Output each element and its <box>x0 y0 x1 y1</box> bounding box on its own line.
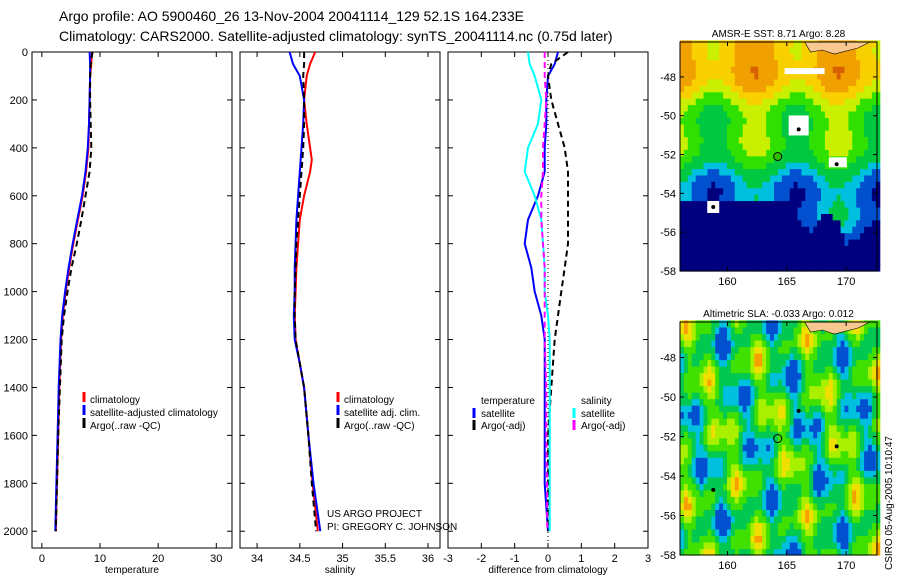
y-tick-label: -54 <box>660 188 676 200</box>
x-tick-label: 0 <box>545 553 551 565</box>
argo-location-marker <box>773 434 783 443</box>
temperature-panel: 0 10 20 30 temperature 0 200 400 600 800 1000 1200 1… <box>4 47 233 576</box>
y-tick-label: -52 <box>660 432 676 444</box>
legend-label: satellite <box>581 409 615 420</box>
y-tick-label: 1000 <box>4 287 28 299</box>
y-tick-label: 1800 <box>4 478 28 490</box>
credit-line-1: US ARGO PROJECT <box>327 509 422 520</box>
y-tick-label: 1400 <box>4 382 28 394</box>
y-tick-label: -56 <box>660 227 676 239</box>
x-axis-label: salinity <box>325 565 356 576</box>
x-tick-label: -2 <box>476 553 486 565</box>
land-mask <box>828 157 847 168</box>
y-tick-label: 1200 <box>4 335 28 347</box>
y-tick-label: -56 <box>660 511 676 523</box>
island-icon <box>796 408 801 413</box>
series-line-argo-raw-qc- <box>54 51 94 532</box>
plot-frame <box>31 51 233 549</box>
x-tick-label: 20 <box>152 553 164 565</box>
y-tick-label: 200 <box>10 95 28 107</box>
legend-heading: salinity <box>581 396 612 407</box>
island-icon <box>711 487 716 492</box>
x-tick-label: -3 <box>443 553 453 565</box>
x-axis-label: difference from climatology <box>488 565 607 576</box>
x-tick-label: 165 <box>778 560 796 572</box>
y-tick-label: 800 <box>10 239 28 251</box>
series-line-salinity-argo-adj- <box>540 52 549 532</box>
y-tick-label: 1600 <box>4 430 28 442</box>
series-line-climatology <box>293 51 319 532</box>
x-tick-label: 0 <box>39 553 45 565</box>
y-tick-label: 600 <box>10 191 28 203</box>
map-frame <box>679 41 878 272</box>
x-tick-label: -1 <box>510 553 520 565</box>
x-tick-label: 35.5 <box>375 553 396 565</box>
x-tick-label: 34.5 <box>289 553 310 565</box>
heatmap-cells <box>680 320 881 556</box>
x-tick-label: 1 <box>578 553 584 565</box>
title-line-2: Climatology: CARS2000. Satellite-adjuste… <box>59 28 613 44</box>
x-tick-label: 165 <box>778 276 796 288</box>
x-tick-label: 160 <box>718 560 736 572</box>
land-mask <box>788 115 809 136</box>
x-tick-label: 34 <box>251 553 263 565</box>
title-line-1: Argo profile: AO 5900460_26 13-Nov-2004 … <box>59 8 524 24</box>
legend-label: Argo(-adj) <box>481 421 525 432</box>
island-icon <box>711 204 716 209</box>
x-tick-label: 160 <box>718 276 736 288</box>
y-tick-label: -48 <box>660 72 676 84</box>
x-tick-label: 35 <box>336 553 348 565</box>
series-line-temperature-satellite <box>523 51 559 532</box>
land-mask <box>784 68 825 75</box>
y-tick-label: 0 <box>22 47 28 59</box>
series-line-satellite-adjusted-climatology <box>54 51 92 532</box>
x-tick-label: 2 <box>612 553 618 565</box>
y-tick-label: -58 <box>660 266 676 278</box>
legend-label: satellite <box>481 409 515 420</box>
legend-label: climatology <box>344 395 394 406</box>
legend-label: satellite adj. clim. <box>344 408 420 419</box>
y-tick-label: -54 <box>660 471 676 483</box>
legend-label: Argo(..raw -QC) <box>90 421 161 432</box>
y-tick-label: -58 <box>660 550 676 562</box>
timestamp: CSIRO 05-Aug-2005 10:10:47 <box>884 436 895 570</box>
x-tick-label: 170 <box>837 276 855 288</box>
y-tick-label: -52 <box>660 150 676 162</box>
y-tick-label: -50 <box>660 111 676 123</box>
map-frame <box>679 321 878 556</box>
legend-heading: temperature <box>481 396 535 407</box>
y-tick-label: 400 <box>10 143 28 155</box>
salinity-panel: 34 34.5 35 35.5 36 salinity climatology satelli… <box>239 51 441 576</box>
x-tick-label: 10 <box>94 553 106 565</box>
series-line-temperature-argo-adj- <box>546 51 569 532</box>
legend-label: climatology <box>90 395 140 406</box>
y-tick-label: 2000 <box>4 526 28 538</box>
island-icon <box>834 162 839 167</box>
y-tick-label: -48 <box>660 353 676 365</box>
heatmap-cells <box>680 40 881 272</box>
series-line-argo-raw-qc- <box>293 52 318 532</box>
x-tick-label: 170 <box>837 560 855 572</box>
sla-map: Altimetric SLA: -0.033 Argo: 0.012 160 165… <box>660 309 881 572</box>
x-tick-label: 36 <box>422 553 434 565</box>
legend-label: satellite-adjusted climatology <box>90 408 218 419</box>
map-title: Altimetric SLA: -0.033 Argo: 0.012 <box>703 309 854 320</box>
argo-location-marker <box>773 152 783 161</box>
y-tick-label: -50 <box>660 392 676 404</box>
series-line-climatology <box>54 51 93 532</box>
island-icon <box>796 127 801 132</box>
difference-panel: -3 -2 -1 0 1 2 3 difference from climatology tem… <box>443 51 651 576</box>
legend-label: Argo(..raw -QC) <box>344 421 415 432</box>
credit-line-2: PI: GREGORY C. JOHNSON <box>327 522 457 533</box>
map-title: AMSR-E SST: 8.71 Argo: 8.28 <box>712 29 846 40</box>
plot-frame <box>239 51 441 549</box>
x-axis-label: temperature <box>105 565 159 576</box>
island-icon <box>834 444 839 449</box>
x-tick-label: 30 <box>210 553 222 565</box>
sst-map: AMSR-E SST: 8.71 Argo: 8.28 160 165 170 -48 -… <box>660 29 881 288</box>
x-tick-label: 3 <box>645 553 651 565</box>
legend-label: Argo(-adj) <box>581 421 625 432</box>
series-line-salinity-satellite <box>523 51 551 532</box>
